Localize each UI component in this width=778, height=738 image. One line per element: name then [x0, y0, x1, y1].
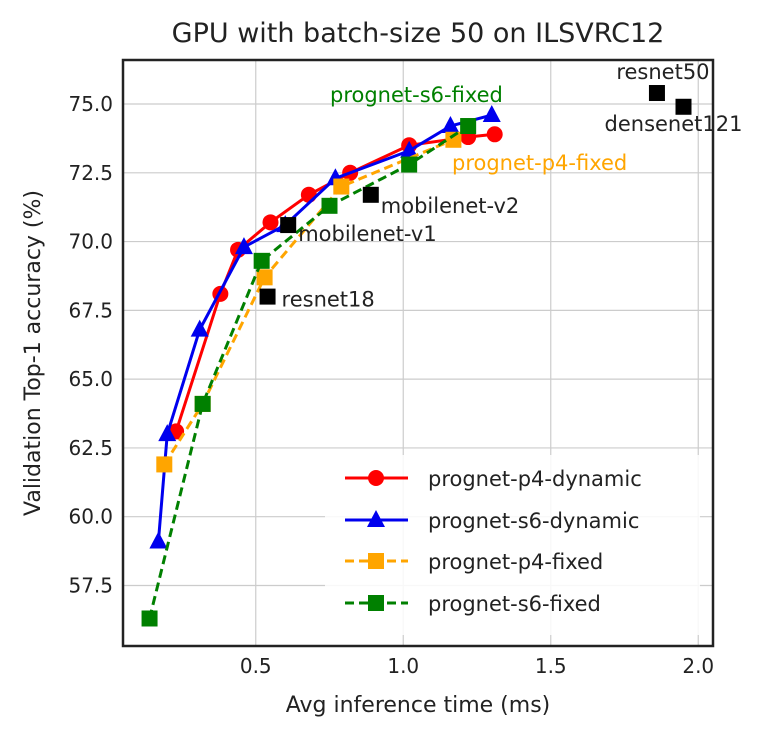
y-tick-label: 70.0	[68, 230, 113, 254]
legend-entry-3: prognet-s6-fixed	[345, 592, 601, 616]
legend-label-1: prognet-s6-dynamic	[428, 509, 639, 533]
reference-point-mobilenet-v1	[280, 217, 297, 234]
data-point-prognet-s6-fixed	[253, 252, 270, 269]
reference-point-mobilenet-v2	[362, 186, 379, 203]
y-tick-label: 67.5	[68, 298, 113, 322]
data-point-prognet-p4-dynamic	[262, 214, 279, 231]
chart-title: GPU with batch-size 50 on ILSVRC12	[172, 18, 665, 49]
reference-label-mobilenet-v1: mobilenet-v1	[298, 222, 437, 246]
reference-point-resnet18	[259, 288, 276, 305]
data-point-prognet-s6-dynamic	[149, 531, 168, 549]
legend-entry-2: prognet-p4-fixed	[345, 550, 603, 574]
data-point-prognet-p4-fixed	[445, 131, 462, 148]
annotation-prognet-s6-fixed: prognet-s6-fixed	[330, 83, 503, 107]
data-point-prognet-s6-dynamic	[441, 116, 460, 134]
data-point-prognet-p4-fixed	[256, 269, 273, 286]
y-tick-label: 75.0	[68, 92, 113, 116]
data-point-prognet-s6-fixed	[194, 395, 211, 412]
x-tick-label: 0.5	[240, 654, 272, 678]
reference-point-densenet121	[675, 98, 692, 115]
legend-label-2: prognet-p4-fixed	[428, 550, 603, 574]
data-point-prognet-s6-dynamic	[190, 319, 209, 337]
legend-box	[325, 455, 700, 635]
data-point-prognet-p4-dynamic	[300, 186, 317, 203]
data-point-prognet-s6-fixed	[141, 610, 158, 627]
data-point-prognet-p4-fixed	[333, 178, 350, 195]
data-point-prognet-s6-fixed	[401, 156, 418, 173]
reference-label-densenet121: densenet121	[605, 112, 743, 136]
series-layer	[141, 105, 503, 627]
legend: prognet-p4-dynamic prognet-s6-dynamic pr…	[325, 455, 700, 635]
reference-points-layer: resnet18 mobilenet-v1 mobilenet-v2 resnet50…	[259, 60, 743, 312]
y-axis-label: Validation Top-1 accuracy (%)	[21, 190, 46, 516]
data-point-prognet-s6-dynamic	[158, 424, 177, 442]
x-tick-label: 1.0	[387, 654, 419, 678]
legend-marker-square-icon	[368, 553, 384, 569]
x-axis-label: Avg inference time (ms)	[286, 693, 551, 718]
series-line-prognet-s6-fixed	[148, 124, 469, 619]
x-tick-label: 2.0	[682, 654, 714, 678]
x-axis-ticks: 0.5 1.0 1.5 2.0	[240, 654, 714, 678]
reference-point-resnet50	[648, 85, 665, 102]
legend-marker-circle-icon	[368, 470, 384, 486]
y-tick-label: 62.5	[68, 436, 113, 460]
legend-entry-0: prognet-p4-dynamic	[345, 467, 642, 491]
legend-marker-square-icon	[368, 595, 384, 611]
data-point-prognet-s6-dynamic	[234, 237, 253, 255]
annotation-prognet-p4-fixed: prognet-p4-fixed	[452, 151, 627, 175]
legend-label-3: prognet-s6-fixed	[428, 592, 601, 616]
data-point-prognet-s6-dynamic	[482, 105, 501, 123]
legend-label-0: prognet-p4-dynamic	[428, 467, 642, 491]
legend-entry-1: prognet-s6-dynamic	[345, 509, 639, 533]
data-point-prognet-p4-dynamic	[486, 126, 503, 143]
data-point-prognet-s6-fixed	[460, 118, 477, 135]
y-axis-ticks: 57.5 60.0 62.5 65.0 67.5 70.0 72.5 75.0	[68, 92, 113, 597]
reference-label-mobilenet-v2: mobilenet-v2	[381, 194, 520, 218]
data-point-prognet-s6-fixed	[321, 197, 338, 214]
reference-label-resnet50: resnet50	[616, 60, 709, 84]
x-tick-label: 1.5	[535, 654, 567, 678]
data-point-prognet-s6-dynamic	[400, 140, 419, 158]
y-tick-label: 65.0	[68, 367, 113, 391]
reference-label-resnet18: resnet18	[282, 288, 375, 312]
legend-marker-triangle-icon	[367, 510, 385, 527]
y-tick-label: 60.0	[68, 505, 113, 529]
plot-frame	[121, 58, 715, 648]
y-tick-label: 72.5	[68, 161, 113, 185]
data-point-prognet-p4-fixed	[156, 456, 173, 473]
y-tick-label: 57.5	[68, 573, 113, 597]
